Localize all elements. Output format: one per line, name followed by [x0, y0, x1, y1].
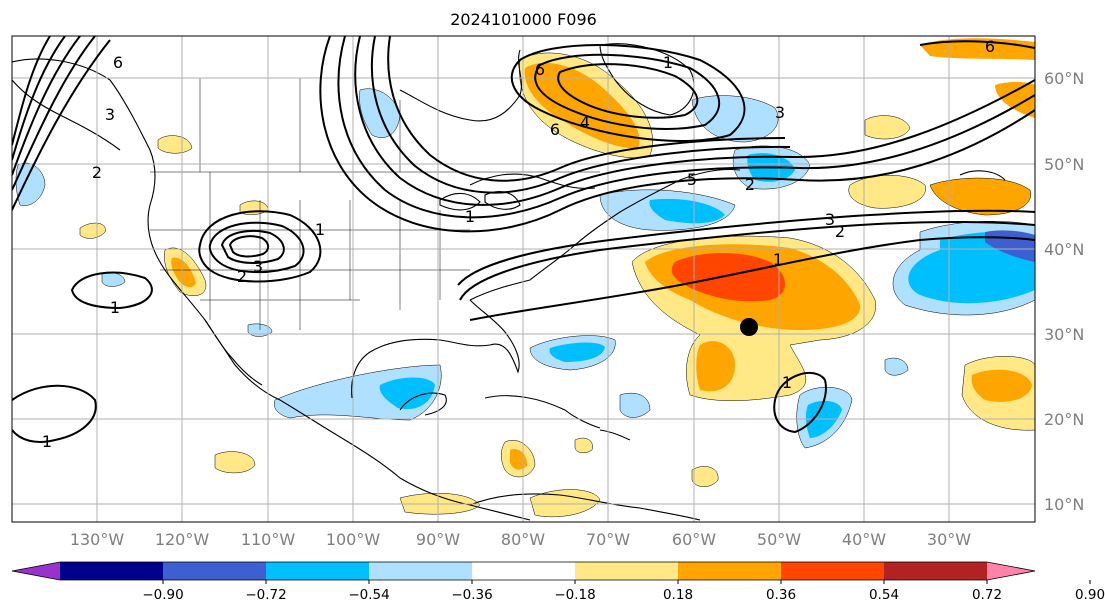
colorbar-segment	[12, 562, 60, 580]
contour-label: 6	[550, 120, 560, 139]
colorbar-segment	[60, 562, 164, 580]
colorbar-segment	[266, 562, 370, 580]
lat-label: 10°N	[1044, 495, 1084, 514]
colorbar-segment	[369, 562, 473, 580]
contour-label: 1	[42, 432, 52, 451]
latitude-labels: 60°N 50°N 40°N 30°N 20°N 10°N	[1044, 69, 1084, 514]
lon-label: 70°W	[586, 530, 630, 549]
lon-label: 130°W	[70, 530, 125, 549]
contour-label: 3	[825, 210, 835, 229]
colorbar-outline	[11, 561, 1036, 581]
colorbar-label: −0.54	[348, 587, 389, 603]
positive-anomaly-fills	[79, 38, 1035, 518]
lat-label: 20°N	[1044, 410, 1084, 429]
map-frame	[11, 35, 1036, 523]
graticule	[12, 36, 1035, 522]
colorbar-label: −0.36	[451, 587, 492, 603]
negative-anomaly-fills	[15, 88, 1035, 449]
contour-label: 3	[253, 257, 263, 276]
storm-marker-dot	[740, 318, 758, 336]
contour-label: 2	[92, 163, 102, 182]
colorbar-label: 0.54	[869, 587, 899, 603]
contour-label: 6	[535, 60, 545, 79]
colorbar-segment	[987, 562, 1035, 580]
colorbar-label: −0.72	[245, 587, 286, 603]
lat-label: 60°N	[1044, 69, 1084, 88]
lon-label: 40°W	[842, 530, 886, 549]
lon-label: 60°W	[672, 530, 716, 549]
contour-label: 1	[773, 250, 783, 269]
lat-label: 40°N	[1044, 240, 1084, 259]
lat-label: 30°N	[1044, 325, 1084, 344]
colorbar-label: 0.36	[766, 587, 796, 603]
colorbar-label: −0.18	[554, 587, 595, 603]
lon-label: 90°W	[416, 530, 460, 549]
colorbar-segment	[575, 562, 679, 580]
lon-label: 110°W	[241, 530, 296, 549]
colorbar-label: −0.90	[142, 587, 183, 603]
lat-label: 50°N	[1044, 155, 1084, 174]
map-title: 2024101000 F096	[450, 10, 597, 29]
colorbar: −0.90 −0.72 −0.54 −0.36 −0.18 0.18 0.36 0.54 0.7…	[11, 561, 1105, 603]
colorbar-label: 0.18	[663, 587, 693, 603]
lon-label: 120°W	[155, 530, 210, 549]
contour-label: 1	[315, 220, 325, 239]
contour-label: 2	[745, 175, 755, 194]
contour-label: 3	[105, 105, 115, 124]
contour-label: 4	[580, 113, 590, 132]
contour-lines	[12, 36, 1035, 443]
colorbar-segment	[884, 562, 988, 580]
coastlines	[12, 43, 1006, 521]
contour-label: 6	[985, 37, 995, 56]
colorbar-segment	[781, 562, 885, 580]
colorbar-segment	[472, 562, 576, 580]
contour-label: 5	[687, 170, 697, 189]
longitude-labels: 130°W 120°W 110°W 100°W 90°W 80°W 70°W 6…	[70, 530, 971, 549]
lon-label: 50°W	[757, 530, 801, 549]
contour-label: 2	[835, 222, 845, 241]
lon-label: 80°W	[501, 530, 545, 549]
lon-label: 100°W	[326, 530, 381, 549]
contour-label: 3	[775, 103, 785, 122]
contour-label: 2	[237, 267, 247, 286]
contour-label: 1	[663, 53, 673, 72]
contour-label: 1	[782, 373, 792, 392]
colorbar-label: 0.72	[972, 587, 1002, 603]
colorbar-label: 0.90	[1075, 587, 1105, 603]
lon-label: 30°W	[927, 530, 971, 549]
contour-label: 1	[110, 298, 120, 317]
contour-labels: 6 1 6 4 6 5 3 2 1 3 2 3 2 1 1 1 6 1 3 2 …	[42, 37, 995, 451]
contour-label: 6	[113, 53, 123, 72]
colorbar-segment	[163, 562, 267, 580]
contour-label: 1	[465, 207, 475, 226]
colorbar-segment	[678, 562, 782, 580]
